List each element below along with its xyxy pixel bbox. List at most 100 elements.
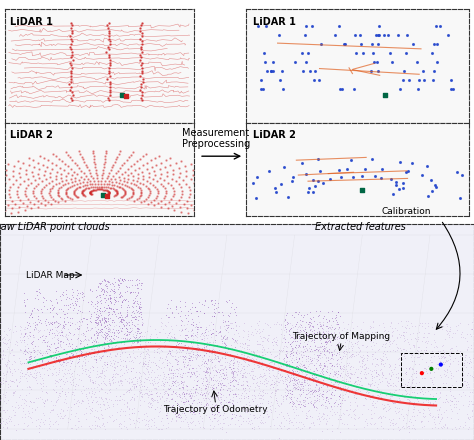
Point <box>182 311 189 318</box>
Point <box>57 328 65 335</box>
Point <box>391 420 399 427</box>
Point <box>249 367 256 374</box>
Point <box>409 329 417 336</box>
Point <box>87 190 94 197</box>
Point <box>320 359 328 367</box>
Point <box>132 334 139 341</box>
Point <box>411 334 419 341</box>
Point <box>49 386 57 393</box>
Point <box>292 376 300 383</box>
Point <box>268 389 275 396</box>
Point <box>267 390 275 397</box>
Point <box>96 305 103 312</box>
Point <box>13 338 20 345</box>
Point <box>130 337 137 345</box>
Point <box>192 333 200 340</box>
Point <box>340 40 348 48</box>
Point <box>43 297 50 304</box>
Point <box>449 392 457 400</box>
Point <box>134 424 141 431</box>
Point <box>331 332 338 339</box>
Point <box>93 302 100 309</box>
Point <box>293 370 301 377</box>
Point <box>400 417 407 424</box>
Point <box>245 415 252 422</box>
Point <box>322 343 330 350</box>
Point <box>415 408 423 415</box>
Point <box>87 335 95 342</box>
Point <box>164 385 172 392</box>
Point <box>365 388 373 395</box>
Point <box>196 308 203 315</box>
Point <box>258 352 265 359</box>
Point <box>310 400 317 407</box>
Point <box>32 371 40 378</box>
Point <box>330 351 337 358</box>
Point <box>368 373 376 380</box>
Point <box>238 344 246 351</box>
Point <box>68 30 75 37</box>
Point <box>134 326 142 333</box>
Point <box>225 312 232 319</box>
Point <box>46 170 54 177</box>
Point <box>59 332 66 339</box>
Point <box>114 370 121 377</box>
Point <box>368 400 375 407</box>
Point <box>437 358 444 365</box>
Point <box>139 176 146 183</box>
Point <box>96 280 104 287</box>
Point <box>389 422 397 429</box>
Point <box>273 365 281 372</box>
Point <box>16 204 23 211</box>
Point <box>1 351 9 358</box>
Point <box>441 420 448 427</box>
Point <box>438 423 445 430</box>
Point <box>301 31 309 38</box>
Point <box>317 392 325 399</box>
Point <box>298 322 305 329</box>
Point <box>75 184 82 191</box>
Point <box>272 339 279 346</box>
Point <box>105 403 113 410</box>
Point <box>259 365 267 372</box>
Point <box>118 371 126 378</box>
Point <box>97 329 104 336</box>
Point <box>221 342 229 349</box>
Point <box>227 303 235 310</box>
Point <box>179 356 187 363</box>
Point <box>0 420 5 427</box>
Point <box>231 358 238 365</box>
Point <box>218 362 226 369</box>
Point <box>175 174 182 181</box>
Point <box>0 334 7 341</box>
Point <box>315 312 322 319</box>
Point <box>316 359 323 367</box>
Point <box>255 22 262 29</box>
Point <box>239 372 246 379</box>
Point <box>225 392 233 399</box>
Point <box>280 343 288 350</box>
Point <box>95 373 103 380</box>
Point <box>25 355 33 362</box>
Point <box>99 414 107 422</box>
Point <box>242 400 250 407</box>
Point <box>173 361 181 368</box>
Point <box>430 415 438 422</box>
Point <box>298 318 306 325</box>
Point <box>266 359 273 366</box>
Point <box>58 158 66 165</box>
Point <box>39 350 47 357</box>
Point <box>224 380 232 387</box>
Point <box>88 378 96 385</box>
Point <box>59 321 67 328</box>
Point <box>342 366 350 373</box>
Point <box>119 357 127 364</box>
Point <box>75 165 83 172</box>
Point <box>193 392 201 399</box>
Point <box>168 394 176 401</box>
Point <box>200 352 208 359</box>
Point <box>59 406 66 413</box>
Point <box>199 378 207 385</box>
Point <box>28 359 36 366</box>
Point <box>100 374 108 381</box>
